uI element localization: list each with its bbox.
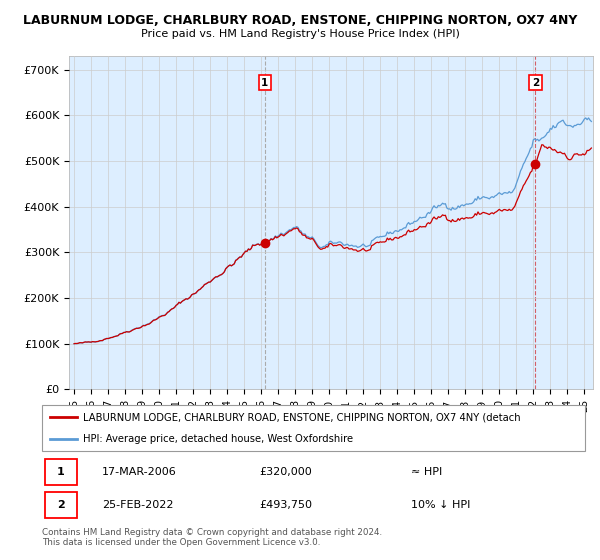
Text: 1: 1 (57, 468, 65, 477)
FancyBboxPatch shape (45, 459, 77, 486)
Text: Contains HM Land Registry data © Crown copyright and database right 2024.
This d: Contains HM Land Registry data © Crown c… (42, 528, 382, 547)
Text: 2: 2 (57, 500, 65, 510)
Text: LABURNUM LODGE, CHARLBURY ROAD, ENSTONE, CHIPPING NORTON, OX7 4NY: LABURNUM LODGE, CHARLBURY ROAD, ENSTONE,… (23, 14, 577, 27)
Text: 10% ↓ HPI: 10% ↓ HPI (411, 500, 470, 510)
Text: 17-MAR-2006: 17-MAR-2006 (102, 468, 176, 477)
FancyBboxPatch shape (42, 405, 585, 451)
FancyBboxPatch shape (45, 492, 77, 518)
Text: Price paid vs. HM Land Registry's House Price Index (HPI): Price paid vs. HM Land Registry's House … (140, 29, 460, 39)
Text: £493,750: £493,750 (259, 500, 312, 510)
Text: 1: 1 (261, 78, 268, 88)
Text: 25-FEB-2022: 25-FEB-2022 (102, 500, 173, 510)
Text: LABURNUM LODGE, CHARLBURY ROAD, ENSTONE, CHIPPING NORTON, OX7 4NY (detach: LABURNUM LODGE, CHARLBURY ROAD, ENSTONE,… (83, 412, 520, 422)
Text: 2: 2 (532, 78, 539, 88)
Text: ≈ HPI: ≈ HPI (411, 468, 442, 477)
Text: £320,000: £320,000 (259, 468, 312, 477)
Text: HPI: Average price, detached house, West Oxfordshire: HPI: Average price, detached house, West… (83, 435, 353, 444)
